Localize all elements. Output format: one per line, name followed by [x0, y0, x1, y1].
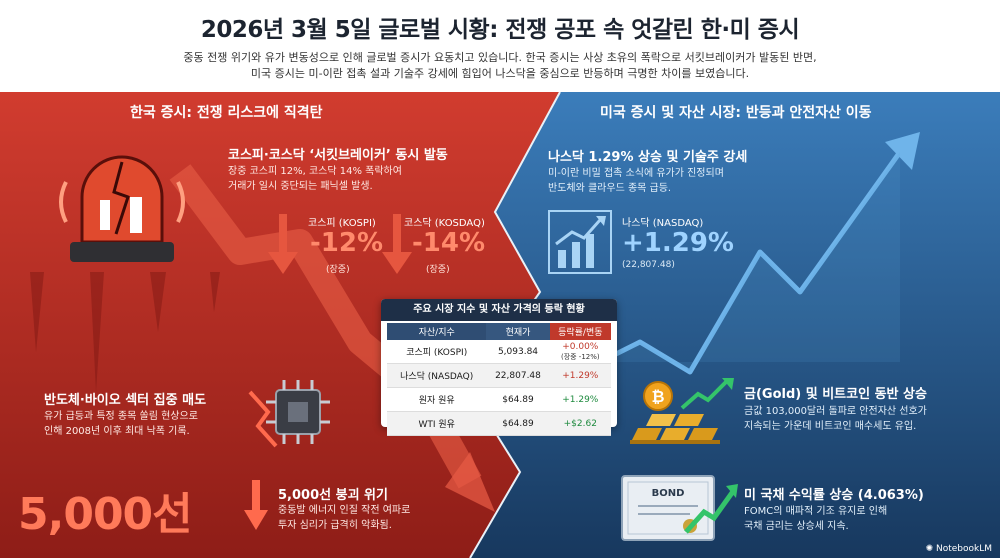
kospi-label: 코스피 (KOSPI) — [308, 218, 376, 229]
bar-chart-up-icon — [548, 210, 612, 274]
table-cell: 원자 원유 — [387, 387, 487, 412]
table-cell: 코스피 (KOSPI) — [387, 340, 487, 364]
rising-chart-fill — [540, 152, 900, 392]
bond-label: BOND — [652, 488, 685, 499]
nasdaq-label: 나스닥 (NASDAQ) — [622, 218, 704, 229]
background-panels — [0, 92, 1000, 558]
chip-icon — [248, 380, 330, 448]
nasdaq-desc: 미-이란 비밀 접촉 소식에 유가가 진정되며 반도체와 클라우드 종목 급등. — [548, 166, 724, 196]
gold-desc-1: 금값 103,000달러 돌파로 안전자산 선호가 — [744, 406, 927, 417]
kosdaq-down-arrow-icon — [382, 214, 412, 274]
change-value: +0.00% — [562, 341, 599, 352]
rising-chart-head — [885, 132, 920, 170]
semi-desc-2: 인해 2008년 이후 최대 낙폭 기록. — [44, 426, 190, 437]
circuit-desc-1: 장중 코스피 12%, 코스닥 14% 폭락하여 — [228, 166, 402, 177]
logo-icon: ✺ — [925, 544, 936, 554]
korea-section-title: 한국 증시: 전쟁 리스크에 직격탄 — [130, 105, 323, 121]
siren-icon — [59, 155, 185, 262]
table-cell-change: +0.00% (장중 -12%) — [549, 340, 611, 364]
footer-logo: ✺ NotebookLM — [926, 544, 992, 554]
table-title: 주요 시장 지수 및 자산 가격의 등락 현황 — [381, 299, 617, 321]
gold-bitcoin-icon: ₿ — [630, 378, 734, 444]
subtitle-line-2: 미국 증시는 미-이란 접촉 설과 기술주 강세에 힘입어 나스닥을 중심으로 … — [250, 67, 750, 80]
kospi-value: -12% — [310, 228, 384, 258]
nasdaq-desc-1: 미-이란 비밀 접촉 소식에 유가가 진정되며 — [548, 168, 724, 179]
table-cell-change: +1.29% — [549, 387, 611, 412]
svg-text:₿: ₿ — [651, 387, 664, 406]
kospi-down-arrow-icon — [268, 214, 298, 274]
gold-title: 금(Gold) 및 비트코인 동반 상승 — [744, 387, 927, 402]
subtitle-line-1: 중동 전쟁 위기와 유가 변동성으로 인해 글로벌 증시가 요동치고 있습니다.… — [183, 51, 817, 64]
crash-desc: 중동발 에너지 인질 작전 여파로 투자 심리가 급격히 악화됨. — [278, 503, 410, 533]
bond-desc-1: FOMC의 매파적 기조 유지로 인해 — [744, 506, 888, 517]
kosdaq-note: (장중) — [426, 265, 450, 275]
table-header: 등락률/변동 — [549, 323, 611, 340]
kosdaq-label: 코스닥 (KOSDAQ) — [404, 218, 485, 229]
subtitle: 중동 전쟁 위기와 유가 변동성으로 인해 글로벌 증시가 요동치고 있습니다.… — [120, 50, 880, 82]
bond-desc-2: 국채 금리는 상승세 지속. — [744, 521, 849, 532]
falling-arrow-head — [445, 452, 495, 512]
gold-desc-2: 지속되는 가운데 비트코인 매수세도 유입. — [744, 421, 917, 432]
table-row: 나스닥 (NASDAQ) 22,807.48 +1.29% — [387, 363, 611, 388]
crash-desc-2: 투자 심리가 급격히 악화됨. — [278, 520, 392, 531]
crash-title: 5,000선 붕괴 위기 — [278, 488, 388, 503]
table-cell: $64.89 — [486, 411, 550, 436]
gold-desc: 금값 103,000달러 돌파로 안전자산 선호가 지속되는 가운데 비트코인 … — [744, 404, 927, 434]
us-section-title: 미국 증시 및 자산 시장: 반등과 안전자산 이동 — [600, 105, 872, 121]
table-row: WTI 원유 $64.89 +$2.62 — [387, 411, 611, 436]
table-cell: 22,807.48 — [486, 363, 550, 388]
nasdaq-desc-2: 반도체와 클라우드 종목 급등. — [548, 183, 672, 194]
table-cell: WTI 원유 — [387, 411, 487, 436]
circuit-title: 코스피·코스닥 ‘서킷브레이커’ 동시 발동 — [228, 148, 448, 163]
market-table: 주요 시장 지수 및 자산 가격의 등락 현황 자산/지수 현재가 등락률/변동… — [381, 299, 617, 436]
table-header: 현재가 — [486, 323, 550, 340]
table-row: 코스피 (KOSPI) 5,093.84 +0.00% (장중 -12%) — [387, 340, 611, 364]
crash-down-arrow-icon — [244, 480, 268, 530]
bond-desc: FOMC의 매파적 기조 유지로 인해 국채 금리는 상승세 지속. — [744, 504, 887, 534]
big-5000: 5,000선 — [18, 489, 193, 540]
kospi-note: (장중) — [326, 265, 350, 275]
table-row: 원자 원유 $64.89 +1.29% — [387, 387, 611, 412]
header: 2026년 3월 5일 글로벌 시황: 전쟁 공포 속 엇갈린 한·미 증시 중… — [0, 0, 1000, 92]
circuit-desc-2: 거래가 일시 중단되는 패닉셀 발생. — [228, 181, 373, 192]
rising-chart-line — [538, 150, 903, 395]
footer-logo-text: NotebookLM — [935, 544, 992, 554]
table-cell-change: +1.29% — [549, 363, 611, 388]
circuit-desc: 장중 코스피 12%, 코스닥 14% 폭락하여 거래가 일시 중단되는 패닉셀… — [228, 164, 402, 194]
change-note: (장중 -12%) — [560, 352, 600, 361]
bond-certificate-icon: BOND — [621, 475, 738, 541]
bond-title: 미 국채 수익률 상승 (4.063%) — [744, 488, 924, 503]
page-title: 2026년 3월 5일 글로벌 시황: 전쟁 공포 속 엇갈린 한·미 증시 — [200, 17, 800, 43]
table-cell-change: +$2.62 — [549, 411, 611, 436]
nasdaq-title: 나스닥 1.29% 상승 및 기술주 강세 — [548, 150, 748, 165]
kosdaq-value: -14% — [412, 228, 486, 258]
semi-desc-1: 유가 급등과 특정 종목 쏠림 현상으로 — [44, 411, 198, 422]
nasdaq-note: (22,807.48) — [622, 260, 675, 270]
crash-desc-1: 중동발 에너지 인질 작전 여파로 — [278, 505, 411, 516]
semi-title: 반도체·바이오 섹터 집중 매도 — [44, 393, 207, 408]
table-cell: 나스닥 (NASDAQ) — [387, 363, 487, 388]
semi-desc: 유가 급등과 특정 종목 쏠림 현상으로 인해 2008년 이후 최대 낙폭 기… — [44, 409, 198, 439]
table-header: 자산/지수 — [387, 323, 487, 340]
table-grid: 자산/지수 현재가 등락률/변동 코스피 (KOSPI) 5,093.84 +0… — [387, 323, 611, 436]
table-cell: $64.89 — [486, 387, 550, 412]
table-cell: 5,093.84 — [486, 340, 550, 364]
nasdaq-value: +1.29% — [622, 228, 734, 258]
